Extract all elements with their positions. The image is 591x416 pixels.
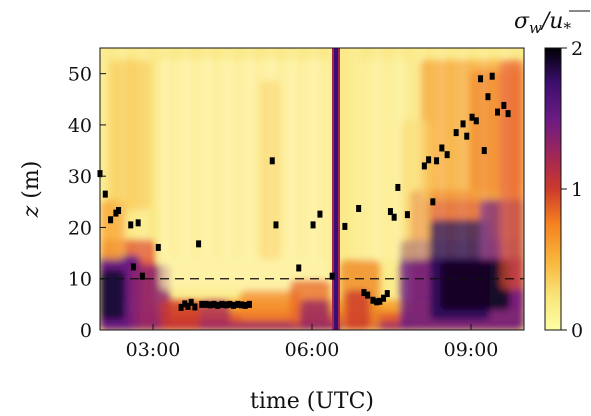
colorbar-tick-label: 1 [571, 179, 583, 201]
y-tick-label: 40 [68, 115, 92, 137]
y-axis-title: z (m) [19, 161, 44, 219]
marker-point [155, 243, 161, 251]
marker-point [505, 110, 511, 118]
marker-point [207, 301, 213, 309]
marker-point [139, 272, 145, 280]
marker-point [426, 156, 432, 164]
marker-point [501, 101, 507, 109]
colorbar-title: σw/u* [514, 9, 571, 37]
marker-point [227, 300, 233, 308]
y-tick-label: 0 [80, 320, 92, 342]
marker-point [116, 207, 122, 215]
marker-point [478, 75, 484, 83]
marker-point [130, 263, 136, 271]
colorbar-tick-label: 0 [571, 320, 583, 342]
y-axis: 0 10 20 30 40 50 [68, 64, 106, 342]
marker-point [185, 302, 191, 310]
marker-point [381, 294, 387, 302]
marker-point [215, 301, 221, 309]
y-tick-label: 30 [68, 166, 92, 188]
marker-point [246, 300, 252, 308]
marker-point [192, 303, 198, 311]
colorbar-tick-label: 2 [571, 38, 583, 60]
marker-point [178, 303, 184, 311]
marker-point [434, 157, 440, 165]
marker-point [387, 208, 393, 216]
marker-point [182, 300, 188, 308]
marker-point [404, 211, 410, 219]
marker-point [384, 290, 390, 298]
marker-point [242, 301, 248, 309]
marker-point [239, 301, 245, 309]
marker-point [439, 144, 445, 152]
marker-point [370, 296, 376, 304]
marker-point [273, 221, 279, 229]
marker-point [188, 298, 194, 306]
marker-point [391, 213, 397, 221]
marker-point [317, 210, 323, 218]
marker-point [113, 209, 119, 217]
marker-point [356, 204, 362, 212]
x-tick-label: 03:00 [126, 339, 181, 361]
marker-series [97, 72, 511, 311]
heatmap-spike [334, 48, 338, 330]
marker-point [469, 113, 475, 121]
marker-point [223, 301, 229, 309]
heatmap [100, 48, 524, 330]
y-tick-label: 20 [68, 217, 92, 239]
marker-point [495, 108, 500, 116]
y-tick-label: 50 [68, 64, 92, 86]
marker-point [329, 272, 335, 280]
marker-point [196, 240, 202, 248]
marker-point [135, 219, 141, 227]
marker-point [460, 120, 466, 128]
colorbar-gradient [544, 47, 562, 331]
marker-point [310, 221, 316, 229]
marker-point [453, 129, 459, 137]
marker-point [481, 147, 487, 155]
marker-point [361, 289, 367, 297]
marker-point [485, 93, 491, 101]
colorbar: 0 1 2 σw/u* [514, 9, 590, 342]
marker-point [296, 264, 302, 272]
y-tick-label: 10 [68, 269, 92, 291]
x-axis: 03:00 06:00 09:00 [126, 324, 499, 361]
marker-point [342, 222, 348, 230]
marker-point [102, 190, 108, 198]
marker-point [444, 151, 450, 159]
marker-point [219, 300, 225, 308]
marker-point [128, 221, 134, 229]
marker-point [489, 72, 495, 80]
marker-point [211, 300, 217, 308]
marker-point [395, 183, 401, 191]
marker-point [235, 300, 241, 308]
marker-point [421, 162, 427, 170]
marker-point [374, 298, 380, 306]
marker-point [377, 297, 383, 305]
marker-point [199, 300, 205, 308]
marker-point [464, 132, 470, 140]
marker-point [365, 291, 371, 299]
colorbar-ticks: 0 1 2 [561, 38, 583, 342]
marker-point [269, 157, 275, 165]
x-tick-label: 06:00 [285, 339, 340, 361]
x-tick-label: 09:00 [444, 339, 499, 361]
marker-point [473, 117, 479, 125]
x-axis-title: time (UTC) [250, 389, 374, 414]
marker-point [203, 300, 209, 308]
marker-point [108, 216, 114, 224]
marker-point [231, 301, 237, 309]
marker-point [430, 198, 436, 206]
